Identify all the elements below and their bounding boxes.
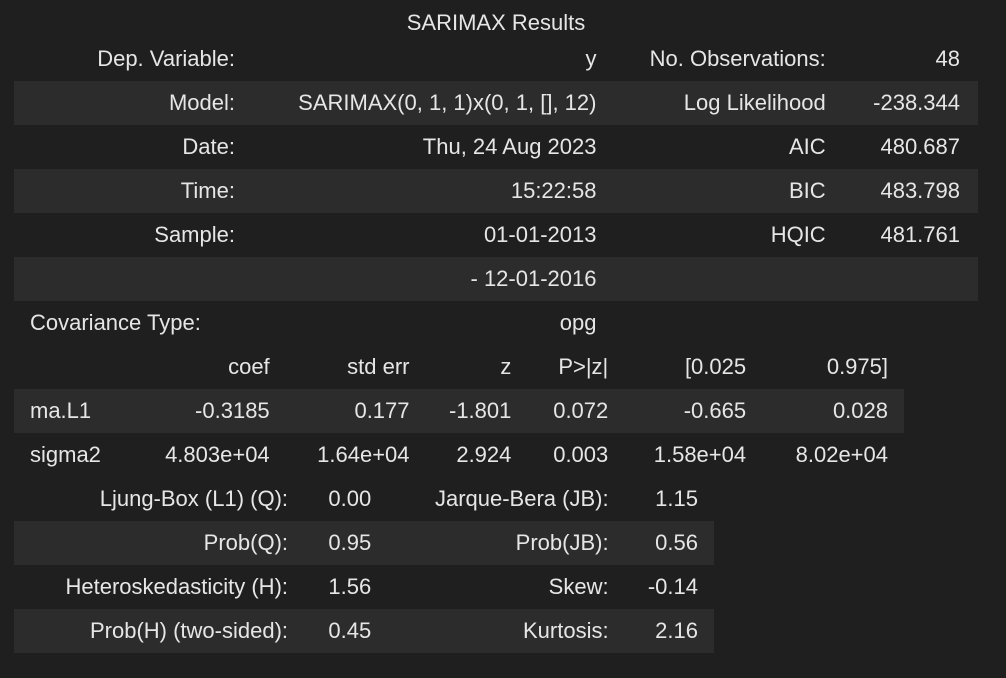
summary-value: y (585, 46, 597, 71)
diagnostics-value: 1.56 (328, 574, 372, 599)
coef-row: ma.L1 -0.3185 0.177 -1.801 0.072 -0.665 … (14, 389, 904, 433)
summary-value: 01-01-2013 (483, 222, 597, 247)
coef-cell: 1.58e+04 (653, 442, 747, 467)
summary-value: 483.798 (825, 169, 978, 213)
coef-cell: 1.64e+04 (317, 442, 410, 467)
summary-value: - 12-01-2016 (246, 257, 617, 301)
coef-header-row: coef std err z P>|z| [0.025 0.975] (14, 345, 904, 389)
summary-row: Sample: 01-01-2013 HQIC 481.761 (14, 213, 978, 257)
diagnostics-label: Jarque-Bera (JB): (434, 486, 609, 511)
coef-cell: 0.072 (527, 389, 625, 433)
summary-label: Model: (14, 81, 247, 125)
summary-label: HQIC (770, 222, 826, 247)
diagnostics-value: 0.45 (296, 609, 384, 653)
coef-header-cell: 0.975] (826, 354, 888, 379)
diagnostics-label: Ljung-Box (L1) (Q): (99, 486, 289, 511)
summary-row: Time: 15:22:58 BIC 483.798 (14, 169, 978, 213)
summary-label (616, 301, 825, 345)
diagnostics-label: Prob(Q): (14, 521, 297, 565)
covariance-type-label: Covariance Type: (30, 310, 201, 335)
summary-value (825, 257, 978, 301)
coef-cell: 0.177 (285, 389, 426, 433)
summary-value: Thu, 24 Aug 2023 (422, 134, 597, 159)
coef-param-name: sigma2 (30, 442, 101, 467)
diagnostics-value: 2.16 (616, 609, 714, 653)
summary-value (826, 301, 978, 345)
summary-label (616, 257, 826, 301)
diagnostics-label: Prob(H) (two-sided): (14, 609, 297, 653)
coef-param-name: ma.L1 (14, 389, 142, 433)
summary-row: Date: Thu, 24 Aug 2023 AIC 480.687 (14, 125, 978, 169)
diagnostics-table: Ljung-Box (L1) (Q): 0.00 Jarque-Bera (JB… (14, 477, 714, 653)
summary-value: 481.761 (880, 222, 960, 247)
diagnostics-row: Ljung-Box (L1) (Q): 0.00 Jarque-Bera (JB… (14, 477, 714, 521)
covariance-type-value: opg (559, 310, 597, 335)
summary-value: 480.687 (880, 134, 960, 159)
summary-row: - 12-01-2016 (14, 257, 978, 301)
summary-value: 15:22:58 (246, 169, 617, 213)
summary-label: Dep. Variable: (97, 46, 235, 71)
summary-value: 48 (935, 46, 960, 71)
coef-header-cell: z (500, 354, 512, 379)
summary-label (14, 257, 247, 301)
summary-label: AIC (789, 134, 826, 159)
model-summary-table: Dep. Variable: y No. Observations: 48 Mo… (14, 37, 978, 345)
summary-label: Log Likelihood (616, 81, 826, 125)
diagnostics-value: 0.56 (616, 521, 714, 565)
coef-cell: 0.028 (762, 389, 904, 433)
summary-value: SARIMAX(0, 1, 1)x(0, 1, [], 12) (246, 81, 617, 125)
diagnostics-row: Heteroskedasticity (H): 1.56 Skew: -0.14 (14, 565, 714, 609)
summary-row: Model: SARIMAX(0, 1, 1)x(0, 1, [], 12) L… (14, 81, 978, 125)
coef-header-cell (14, 345, 142, 389)
coef-header-cell: coef (228, 354, 270, 379)
diagnostics-label: Kurtosis: (383, 609, 617, 653)
coef-cell: -0.3185 (141, 389, 286, 433)
coef-cell: 2.924 (456, 442, 512, 467)
coefficients-table: coef std err z P>|z| [0.025 0.975] ma.L1… (14, 345, 904, 477)
summary-label: Time: (14, 169, 247, 213)
summary-label: BIC (616, 169, 826, 213)
diagnostics-value: 1.15 (655, 486, 698, 511)
coef-cell: 8.02e+04 (795, 442, 888, 467)
coef-header-cell: std err (347, 354, 410, 379)
diagnostics-value: 0.00 (328, 486, 372, 511)
coef-cell: 4.803e+04 (165, 442, 270, 467)
coef-cell: 0.003 (553, 442, 609, 467)
summary-label: No. Observations: (649, 46, 826, 71)
diagnostics-label: Prob(JB): (383, 521, 617, 565)
coef-cell: -1.801 (425, 389, 528, 433)
summary-label: Sample: (154, 222, 235, 247)
results-title: SARIMAX Results (406, 10, 586, 35)
coef-header-cell: [0.025 (684, 354, 747, 379)
diagnostics-row: Prob(Q): 0.95 Prob(JB): 0.56 (14, 521, 714, 565)
coef-header-cell: P>|z| (558, 354, 609, 379)
summary-value: -238.344 (825, 81, 978, 125)
diagnostics-row: Prob(H) (two-sided): 0.45 Kurtosis: 2.16 (14, 609, 714, 653)
diagnostics-value: 0.95 (296, 521, 384, 565)
summary-row: Covariance Type: opg (14, 301, 978, 345)
summary-row: Dep. Variable: y No. Observations: 48 (14, 37, 978, 81)
diagnostics-label: Skew: (548, 574, 609, 599)
summary-label: Date: (182, 134, 235, 159)
coef-cell: -0.665 (624, 389, 763, 433)
diagnostics-value: -0.14 (647, 574, 698, 599)
diagnostics-label: Heteroskedasticity (H): (65, 574, 289, 599)
coef-row: sigma2 4.803e+04 1.64e+04 2.924 0.003 1.… (14, 433, 904, 477)
